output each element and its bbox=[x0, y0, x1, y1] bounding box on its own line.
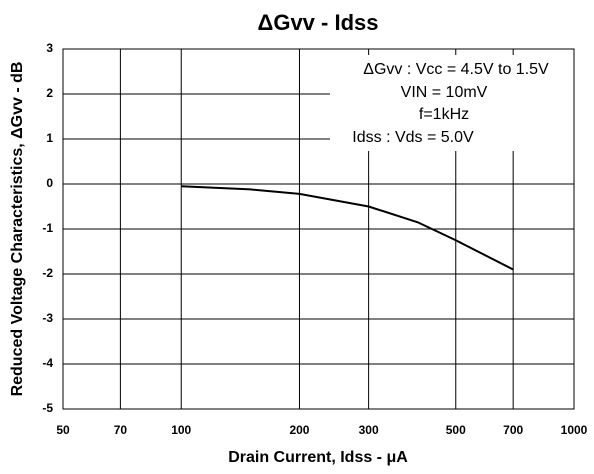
x-tick-label: 500 bbox=[446, 423, 466, 437]
annotation: VIN = 10mV bbox=[401, 84, 488, 101]
x-tick-label: 100 bbox=[171, 423, 191, 437]
annotation: f=1kHz bbox=[419, 106, 469, 123]
plot-frame bbox=[62, 48, 575, 410]
annotation: Idss : Vds = 5.0V bbox=[352, 129, 474, 146]
y-tick-label: -4 bbox=[42, 356, 53, 370]
x-tick-label: 1000 bbox=[561, 423, 588, 437]
x-tick-label: 200 bbox=[289, 423, 309, 437]
y-tick-label: -2 bbox=[42, 266, 53, 280]
x-tick-label: 700 bbox=[503, 423, 523, 437]
chart-title: ΔGvv - Idss bbox=[258, 10, 379, 35]
annotation: ΔGvv : Vcc = 4.5V to 1.5V bbox=[363, 61, 549, 78]
y-tick-label: -3 bbox=[42, 311, 53, 325]
line-series bbox=[181, 185, 514, 271]
annotation-box bbox=[330, 55, 576, 151]
y-tick-label: -1 bbox=[42, 221, 53, 235]
x-axis-label: Drain Current, Idss - μA bbox=[228, 449, 408, 466]
y-tick-label: -5 bbox=[42, 401, 53, 415]
x-tick-label: 50 bbox=[56, 423, 70, 437]
y-axis-label: Reduced Voltage Characteristics, ΔGvv - … bbox=[9, 62, 26, 397]
y-tick-label: 1 bbox=[46, 131, 53, 145]
marks bbox=[181, 185, 514, 271]
x-tick-label: 70 bbox=[114, 423, 128, 437]
y-tick-label: 0 bbox=[46, 176, 53, 190]
y-tick-label: 3 bbox=[46, 41, 53, 55]
x-tick-label: 300 bbox=[359, 423, 379, 437]
y-tick-label: 2 bbox=[46, 86, 53, 100]
